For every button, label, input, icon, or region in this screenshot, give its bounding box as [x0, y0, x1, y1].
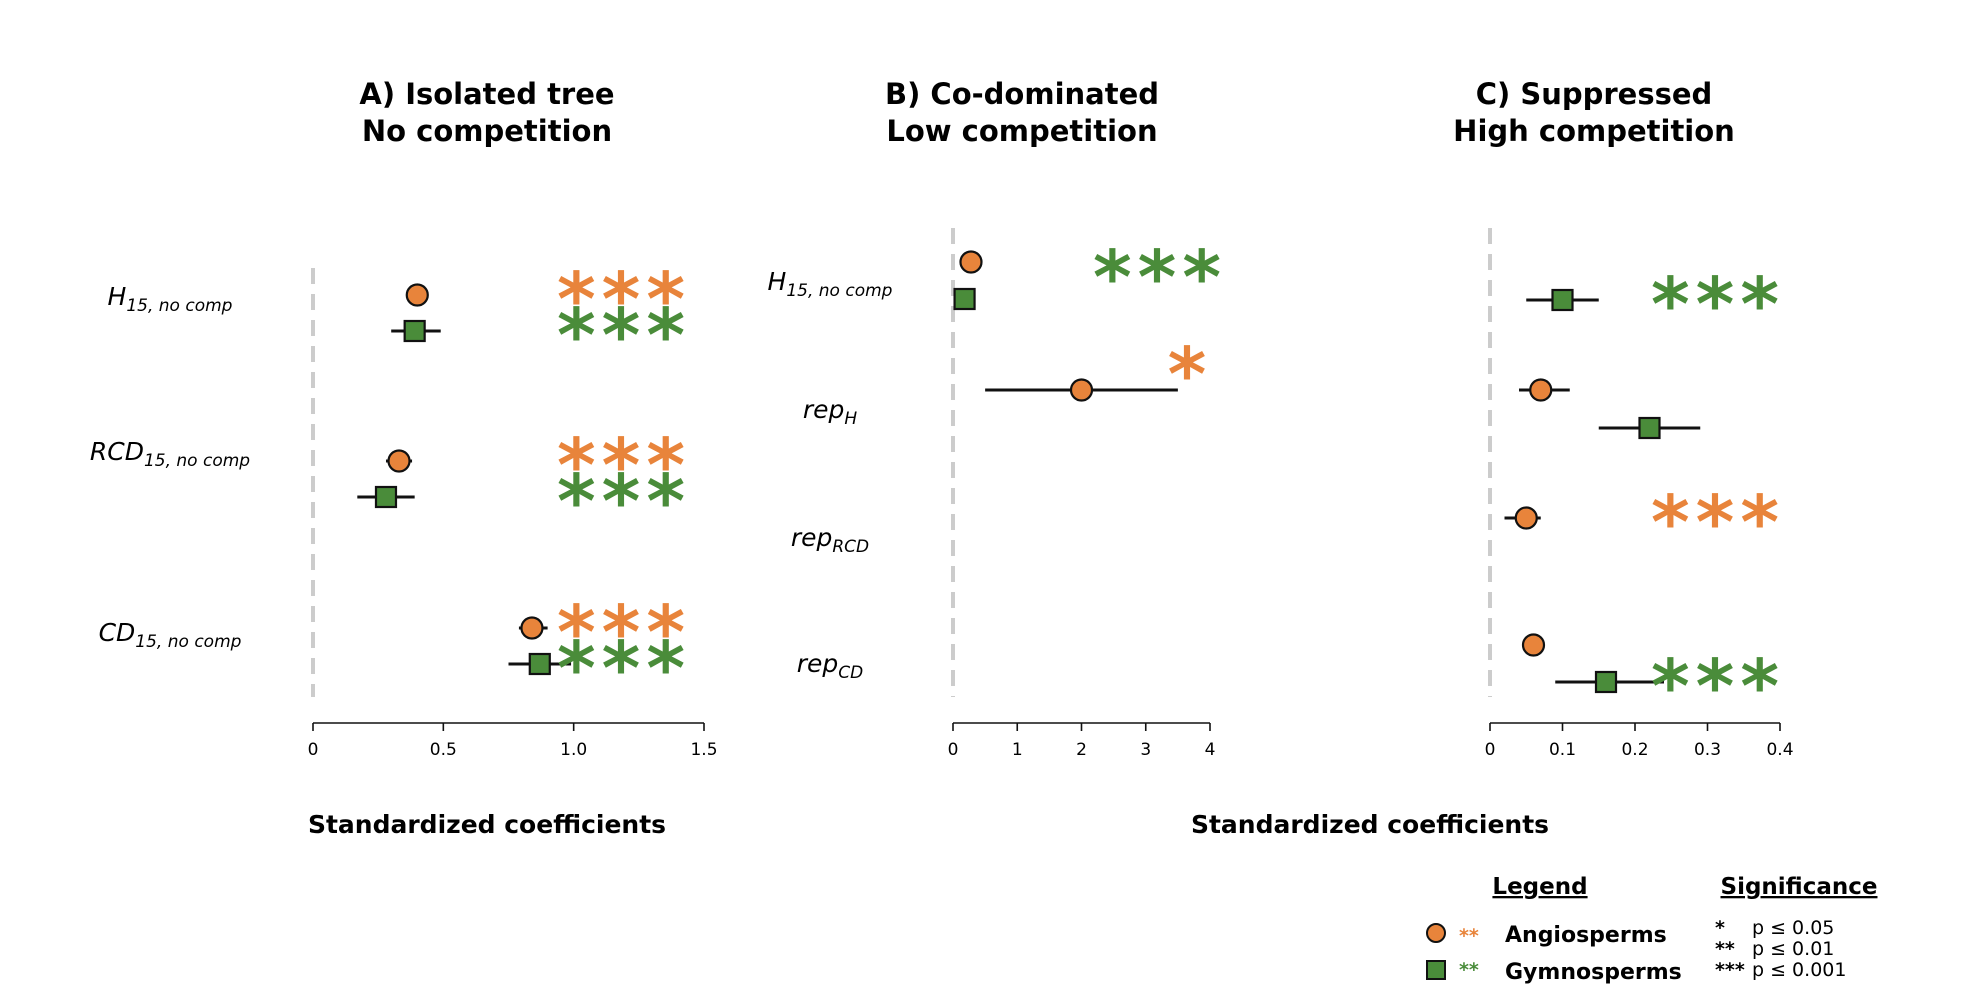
significance-title: Significance: [1721, 874, 1878, 900]
significance-stars: ***: [557, 626, 691, 712]
x-tick-label: 3: [1140, 740, 1151, 760]
angiosperms-point: [1069, 378, 1094, 402]
angiosperms-legend-label: Angiosperms: [1505, 923, 1667, 948]
shared-x-axis-label: Standardized coefficients: [1191, 810, 1549, 839]
significance-stars: ***: [1651, 644, 1785, 730]
panel-b-title-line2: Low competition: [886, 114, 1157, 148]
gymnosperms-point: [1594, 670, 1618, 694]
y-category-label: repCD: [797, 649, 864, 683]
gymnosperms-legend-stars: **: [1459, 959, 1479, 981]
y-category-label: H15, no comp: [108, 282, 233, 316]
legend-title: Legend: [1492, 874, 1587, 900]
panel-c: 0 0.1 0.2 0.3 0.4 *** *** ***: [1485, 228, 1794, 760]
gymnosperms-point: [1638, 416, 1661, 440]
significance-key: Significance * p ≤ 0.05 ** p ≤ 0.01 *** …: [1715, 874, 1877, 981]
x-tick-label: 4: [1205, 740, 1216, 760]
significance-stars: ***: [1093, 235, 1227, 321]
x-tick-label: 2: [1076, 740, 1087, 760]
panel-b-title-line1: B) Co-dominated: [885, 77, 1159, 111]
significance-stars: ***: [1651, 262, 1785, 348]
x-tick-label: 0: [308, 740, 319, 760]
significance-stars-1: *: [1715, 917, 1725, 939]
gymnosperms-legend-label: Gymnosperms: [1505, 960, 1682, 985]
x-tick-label: 1.5: [690, 740, 717, 760]
x-tick-label: 0.3: [1694, 740, 1721, 760]
significance-stars: ***: [557, 257, 691, 343]
legend: Legend ** Angiosperms ** Gymnosperms: [1426, 874, 1682, 985]
gymnosperms-legend-marker: [1426, 960, 1446, 980]
gymnosperms-point: [1551, 288, 1574, 312]
panel-a-title-line2: No competition: [362, 114, 612, 148]
x-tick-label: 0.1: [1549, 740, 1576, 760]
x-tick-label: 0.5: [430, 740, 457, 760]
y-category-label: repRCD: [791, 523, 869, 557]
angiosperms-point: [959, 250, 983, 274]
angiosperms-legend-marker: [1426, 923, 1446, 943]
significance-text-1: p ≤ 0.05: [1752, 917, 1834, 939]
x-tick-label: 1: [1012, 740, 1023, 760]
angiosperms-point: [1529, 378, 1553, 402]
angiosperms-legend-stars: **: [1459, 925, 1479, 947]
y-category-label: repH: [803, 395, 858, 429]
significance-text-2: p ≤ 0.01: [1752, 938, 1834, 960]
significance-stars-3: ***: [1715, 959, 1745, 981]
x-tick-label: 0.2: [1621, 740, 1648, 760]
x-tick-label: 0: [1485, 740, 1496, 760]
significance-stars: ***: [557, 459, 691, 545]
y-category-label: CD15, no comp: [99, 618, 242, 652]
significance-stars: ***: [557, 293, 691, 379]
gymnosperms-point: [953, 287, 976, 311]
x-tick-label: 0: [948, 740, 959, 760]
significance-stars: ***: [557, 423, 691, 509]
x-tick-label: 1.0: [560, 740, 587, 760]
panel-c-title-line2: High competition: [1453, 114, 1735, 148]
significance-text-3: p ≤ 0.001: [1752, 959, 1846, 981]
significance-stars: ***: [1651, 480, 1785, 566]
panel-b: 0 1 2 3 4 H15, no comp *** repH * repRCD repCD: [768, 228, 1227, 760]
panel-c-title-line1: C) Suppressed: [1476, 77, 1713, 111]
significance-stars: ***: [557, 590, 691, 676]
x-tick-label: 0.4: [1766, 740, 1793, 760]
y-category-label: RCD15, no comp: [90, 437, 250, 471]
angiosperms-point: [1514, 506, 1538, 530]
y-category-label: H15, no comp: [768, 267, 893, 301]
angiosperms-point: [520, 616, 544, 640]
significance-stars: *: [1168, 332, 1213, 418]
gymnosperms-point: [528, 652, 551, 676]
panel-a-x-axis-label: Standardized coefficients: [308, 810, 666, 839]
gymnosperms-point: [403, 319, 426, 343]
significance-stars-2: **: [1715, 938, 1735, 960]
panel-a-title-line1: A) Isolated tree: [359, 77, 614, 111]
angiosperms-point: [1521, 633, 1546, 657]
angiosperms-point: [387, 449, 411, 473]
gymnosperms-point: [374, 485, 398, 509]
angiosperms-point: [405, 283, 429, 307]
